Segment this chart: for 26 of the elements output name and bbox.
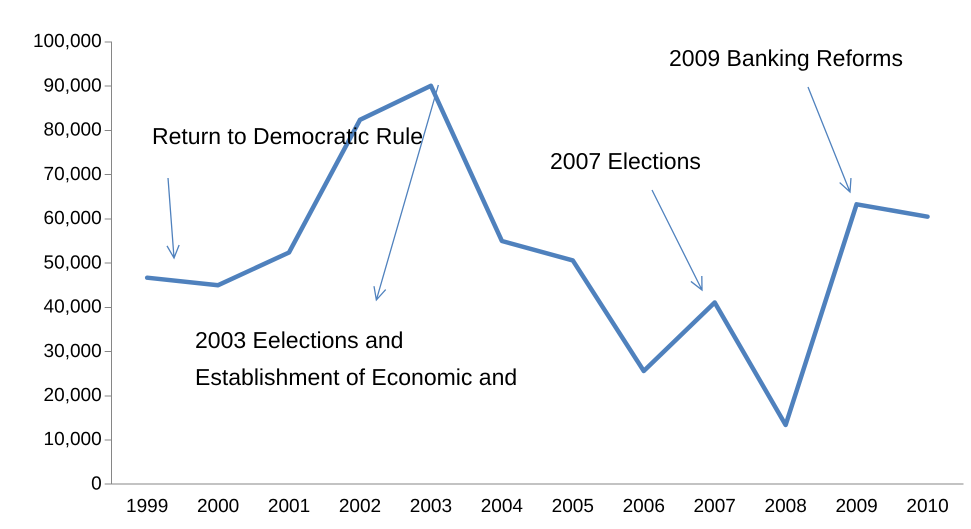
x-tick-label: 2005	[552, 496, 594, 517]
x-tick-label: 2007	[694, 496, 736, 517]
y-tick-label: 60,000	[44, 208, 102, 230]
y-tick-label: 0	[91, 473, 102, 494]
y-tick-label: 40,000	[44, 296, 102, 318]
x-tick-label: 2002	[338, 496, 382, 517]
y-tick-label: 20,000	[44, 384, 102, 406]
x-tick-label: 2003	[410, 496, 452, 517]
x-tick-label: 2000	[196, 496, 240, 517]
annotation: 2009 Banking Reforms	[669, 44, 904, 73]
x-tick-label: 2009	[835, 496, 878, 517]
y-tick-label: 80,000	[44, 120, 102, 141]
y-tick-label: 10,000	[44, 429, 102, 450]
x-tick-label: 2010	[906, 496, 949, 517]
y-tick-label: 90,000	[44, 75, 102, 96]
x-tick-label: 2008	[764, 496, 807, 517]
y-tick-label: 30,000	[44, 340, 102, 362]
y-tick-label: 100,000	[32, 31, 102, 52]
annotation: 2003 Eelections and Establishment of Economic and	[195, 326, 518, 392]
x-tick-label: 2004	[480, 496, 524, 517]
annotation: 2007 Elections	[550, 147, 702, 176]
x-tick-label: 2001	[268, 496, 310, 517]
x-tick-label: 2006	[622, 496, 665, 517]
y-tick-label: 70,000	[44, 164, 102, 185]
x-tick-label: 1999	[126, 496, 168, 517]
y-tick-label: 50,000	[44, 252, 102, 274]
